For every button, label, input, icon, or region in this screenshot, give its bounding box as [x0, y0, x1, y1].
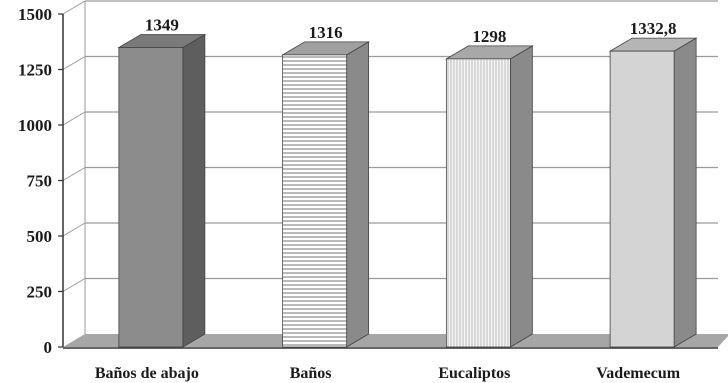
x-tick-label: Vademecum	[596, 365, 681, 382]
data-label: 1349	[145, 16, 179, 35]
y-tick-label: 250	[27, 283, 53, 302]
y-tick-label: 0	[44, 338, 53, 357]
floor-plane	[63, 334, 728, 347]
x-tick-label: Eucaliptos	[438, 365, 510, 382]
bar	[609, 50, 675, 348]
chart-floor	[63, 334, 728, 349]
data-labels: 1349 1316 1298 1332,8	[145, 16, 677, 46]
bar-side	[346, 41, 370, 348]
y-tick-label: 1500	[18, 5, 52, 24]
y-tick-label: 1250	[18, 61, 52, 80]
data-label: 1316	[309, 23, 343, 42]
bars	[117, 33, 698, 348]
y-tick-label: 750	[27, 172, 53, 191]
bar-side	[673, 37, 697, 348]
y-tick-label: 1000	[18, 116, 52, 135]
bar	[118, 47, 184, 348]
x-tick-label: Baños	[290, 365, 332, 382]
bar	[445, 58, 511, 348]
bar-side	[509, 45, 533, 348]
gridline-depth	[62, 222, 86, 237]
gridline-depth	[62, 0, 86, 15]
gridline-depth	[62, 111, 86, 126]
gridline-depth	[62, 278, 86, 292]
x-axis-labels: Baños de abajo Baños Eucaliptos Vademecum	[95, 365, 681, 382]
bar	[282, 54, 348, 348]
data-label: 1298	[472, 27, 506, 46]
y-axis: 0 250 500 750 1000 1250 1500	[18, 5, 64, 357]
gridline-depth	[62, 167, 86, 181]
data-label: 1332,8	[630, 19, 677, 38]
x-tick-label: Baños de abajo	[95, 365, 199, 382]
gridline-depth	[62, 56, 86, 70]
bar-side	[182, 33, 206, 348]
y-tick-label: 500	[27, 227, 53, 246]
